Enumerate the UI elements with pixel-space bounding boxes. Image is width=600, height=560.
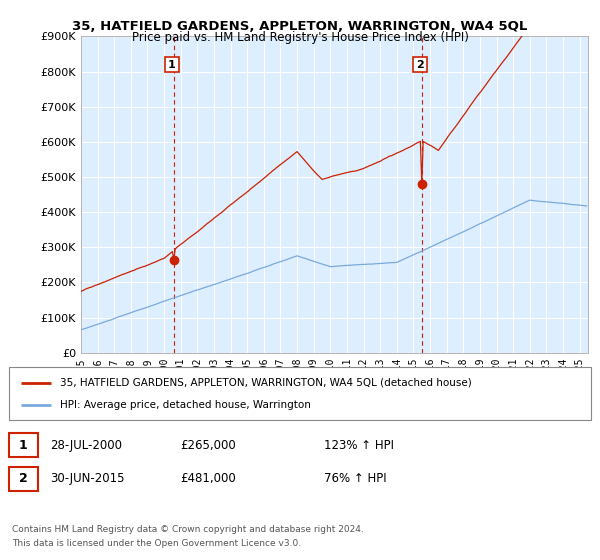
Text: 123% ↑ HPI: 123% ↑ HPI [324,438,394,452]
Text: £481,000: £481,000 [180,472,236,486]
Text: 2: 2 [416,59,424,69]
Text: 28-JUL-2000: 28-JUL-2000 [50,438,122,452]
Text: 1: 1 [168,59,176,69]
Text: £265,000: £265,000 [180,438,236,452]
Text: This data is licensed under the Open Government Licence v3.0.: This data is licensed under the Open Gov… [12,539,301,548]
Text: 2: 2 [19,472,28,486]
Text: 76% ↑ HPI: 76% ↑ HPI [324,472,386,486]
Text: 1: 1 [19,438,28,452]
Text: Contains HM Land Registry data © Crown copyright and database right 2024.: Contains HM Land Registry data © Crown c… [12,525,364,534]
Text: HPI: Average price, detached house, Warrington: HPI: Average price, detached house, Warr… [60,400,311,410]
Text: 35, HATFIELD GARDENS, APPLETON, WARRINGTON, WA4 5QL (detached house): 35, HATFIELD GARDENS, APPLETON, WARRINGT… [60,378,472,388]
Text: 30-JUN-2015: 30-JUN-2015 [50,472,124,486]
Text: Price paid vs. HM Land Registry's House Price Index (HPI): Price paid vs. HM Land Registry's House … [131,31,469,44]
Text: 35, HATFIELD GARDENS, APPLETON, WARRINGTON, WA4 5QL: 35, HATFIELD GARDENS, APPLETON, WARRINGT… [73,20,527,32]
